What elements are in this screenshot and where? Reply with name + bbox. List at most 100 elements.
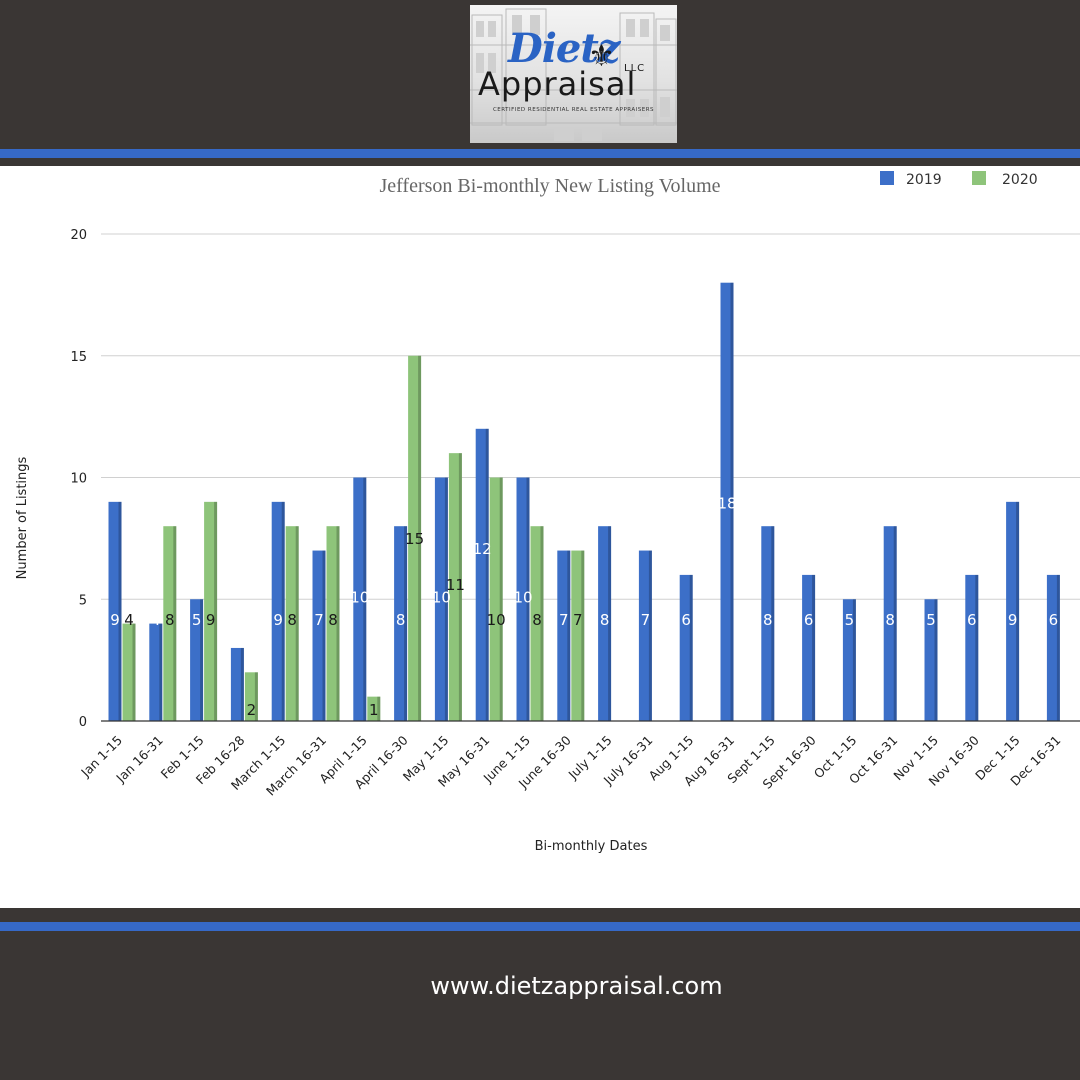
legend-swatch-2019 — [880, 171, 894, 185]
bar-2019-9 — [475, 428, 489, 721]
bar-2019-11 — [557, 550, 571, 721]
bar-body — [353, 477, 367, 721]
bar-shade — [852, 599, 856, 721]
data-label-2020: 4 — [124, 611, 134, 629]
bar-2020-10 — [530, 526, 544, 721]
bar-shade — [377, 696, 381, 721]
data-label-2019: 8 — [600, 611, 610, 629]
chart-title: Jefferson Bi-monthly New Listing Volume — [379, 175, 720, 197]
bar-2019-5 — [312, 550, 326, 721]
bar-body — [326, 526, 340, 721]
bar-body — [1046, 574, 1060, 721]
data-label-2019: 6 — [1049, 611, 1059, 629]
bar-body — [638, 550, 652, 721]
bar-2019-14 — [679, 574, 693, 721]
bar-shade — [118, 501, 122, 721]
data-label-2019: 6 — [681, 611, 691, 629]
bar-2020-0 — [122, 623, 136, 721]
bar-body — [761, 526, 775, 721]
logo-llc: LLC — [624, 63, 646, 74]
bar-shade — [730, 282, 734, 721]
divider-stripe-bottom — [0, 922, 1080, 931]
bar-shade — [526, 477, 530, 721]
bar-shade — [608, 526, 612, 721]
bar-body — [557, 550, 571, 721]
data-label-2019: 5 — [926, 611, 936, 629]
bar-body — [434, 477, 448, 721]
bar-body — [394, 526, 408, 721]
data-label-2019: 12 — [473, 540, 492, 558]
data-label-2019: 6 — [967, 611, 977, 629]
bar-2019-22 — [1006, 501, 1020, 721]
bar-2020-11 — [571, 550, 585, 721]
bar-shade — [281, 501, 285, 721]
bar-body — [163, 526, 177, 721]
bar-2019-21 — [965, 574, 979, 721]
bar-2019-10 — [516, 477, 530, 721]
y-tick-label: 20 — [70, 228, 87, 243]
bar-shade — [771, 526, 775, 721]
data-label-2019: 10 — [432, 589, 451, 607]
data-label-2019: 5 — [845, 611, 855, 629]
bar-shade — [322, 550, 326, 721]
bar-2019-1 — [149, 623, 163, 721]
bar-shade — [200, 599, 204, 721]
bar-shade — [254, 672, 258, 721]
data-label-2020: 7 — [573, 611, 583, 629]
bar-2019-18 — [842, 599, 856, 721]
bar-body — [285, 526, 299, 721]
data-label-2020: 15 — [405, 530, 424, 548]
bar-body — [108, 501, 122, 721]
bar-body — [149, 623, 163, 721]
y-tick-label: 10 — [70, 472, 87, 487]
bar-2020-8 — [448, 453, 462, 721]
data-label-2020: 9 — [206, 611, 216, 629]
data-label-2019: 7 — [314, 611, 324, 629]
bar-body — [965, 574, 979, 721]
bar-shade — [458, 453, 462, 721]
bar-2019-16 — [761, 526, 775, 721]
bar-shade — [1056, 574, 1060, 721]
data-label-2019: 8 — [396, 611, 406, 629]
bar-2019-15 — [720, 282, 734, 721]
data-label-2019: 9 — [1008, 611, 1018, 629]
bar-2020-1 — [163, 526, 177, 721]
bar-2019-2 — [190, 599, 204, 721]
data-label-2019: 10 — [513, 589, 532, 607]
bar-shade — [132, 623, 136, 721]
y-tick-label: 5 — [79, 593, 87, 608]
data-label-2019: 3 — [233, 611, 243, 629]
bar-shade — [295, 526, 299, 721]
data-label-2019: 8 — [885, 611, 895, 629]
dietz-appraisal-logo: Dietz ⚜ LLC Appraisal CERTIFIED RESIDENT… — [470, 5, 677, 143]
y-axis-ticks: 0 5 10 15 20 — [70, 228, 87, 730]
building-facade-graphic — [470, 8, 677, 141]
data-label-2019: 4 — [151, 611, 161, 629]
data-label-2020: 8 — [532, 611, 542, 629]
logo-brand-name: Dietz — [508, 25, 621, 72]
bar-shade — [893, 526, 897, 721]
data-label-2019: 6 — [804, 611, 814, 629]
data-label-2019: 7 — [641, 611, 651, 629]
bar-body — [530, 526, 544, 721]
data-label-2019: 18 — [717, 495, 736, 513]
bar-2020-7 — [408, 355, 422, 721]
data-label-2019: 9 — [110, 611, 120, 629]
bar-shade — [689, 574, 693, 721]
data-label-2019: 8 — [763, 611, 773, 629]
y-axis-label: Number of Listings — [15, 456, 30, 579]
bar-body — [489, 477, 503, 721]
bar-2020-4 — [285, 526, 299, 721]
data-label-2020: 8 — [165, 611, 175, 629]
bar-shade — [240, 647, 244, 721]
divider-stripe-top — [0, 149, 1080, 158]
bar-shade — [444, 477, 448, 721]
data-label-2019: 7 — [559, 611, 569, 629]
bar-body — [1006, 501, 1020, 721]
y-tick-label: 0 — [79, 715, 87, 730]
bar-shade — [173, 526, 177, 721]
bar-shade — [485, 428, 489, 721]
bar-shade — [1016, 501, 1020, 721]
bar-shade — [214, 501, 218, 721]
